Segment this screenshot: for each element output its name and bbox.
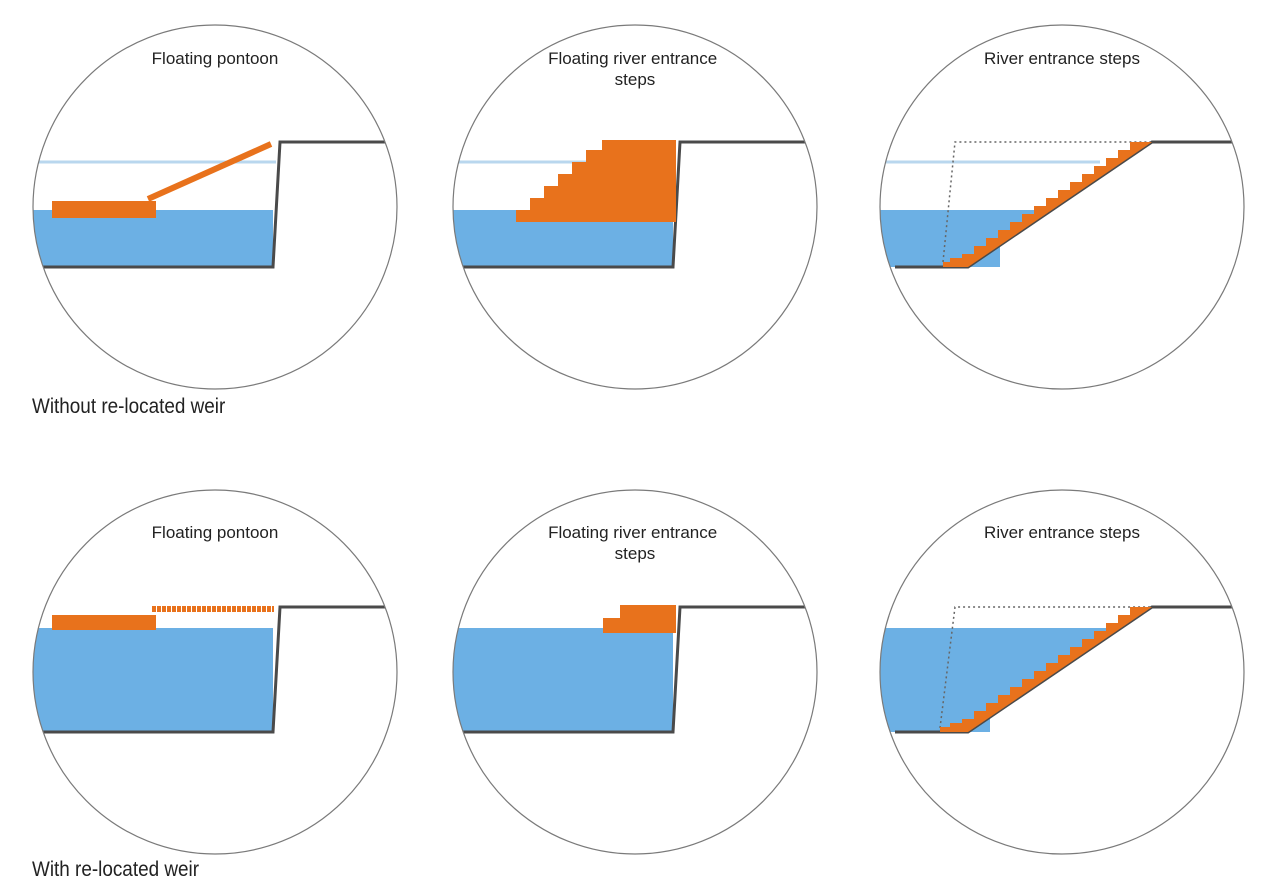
water	[453, 628, 673, 732]
panel-floating-steps-without-weir: Floating river entrance steps	[452, 24, 818, 390]
entrance-steps	[940, 607, 1152, 732]
former-bank-dotted	[939, 606, 1150, 729]
former-bank-dotted	[942, 141, 1150, 263]
panel-circle	[452, 24, 818, 390]
panel-title: Floating river entrance steps	[548, 49, 722, 89]
panel-floating-pontoon-without-weir: Floating pontoon	[32, 24, 398, 390]
panel-circle	[32, 489, 398, 855]
panel-title: Floating pontoon	[152, 523, 279, 542]
gangway	[146, 141, 273, 202]
floating-steps	[603, 605, 676, 633]
riverbank	[33, 605, 397, 734]
panel-floating-pontoon-with-weir: Floating pontoon	[32, 489, 398, 855]
row-label-without-weir: Without re-located weir	[32, 395, 226, 418]
panel-title: River entrance steps	[984, 523, 1140, 542]
panel-title: Floating river entrance steps	[548, 523, 722, 563]
panel-circle	[32, 24, 398, 390]
riverbank	[33, 140, 397, 269]
pontoon	[52, 201, 156, 218]
riverbank	[453, 140, 817, 269]
panel-floating-steps-with-weir: Floating river entrance steps	[452, 489, 818, 855]
panel-title: Floating pontoon	[152, 49, 279, 68]
row-label-with-weir: With re-located weir	[32, 858, 200, 881]
water	[33, 210, 273, 267]
entrance-steps	[943, 142, 1152, 267]
panel-circle	[879, 489, 1245, 855]
water	[33, 628, 273, 732]
floating-steps	[516, 140, 676, 222]
pontoon	[52, 615, 156, 630]
panel-fixed-steps-with-weir: River entrance steps	[879, 489, 1245, 855]
panel-title: River entrance steps	[984, 49, 1140, 68]
panel-fixed-steps-without-weir: River entrance steps	[879, 24, 1245, 390]
panel-circle	[879, 24, 1245, 390]
panel-circle	[452, 489, 818, 855]
riverbank	[453, 605, 817, 734]
